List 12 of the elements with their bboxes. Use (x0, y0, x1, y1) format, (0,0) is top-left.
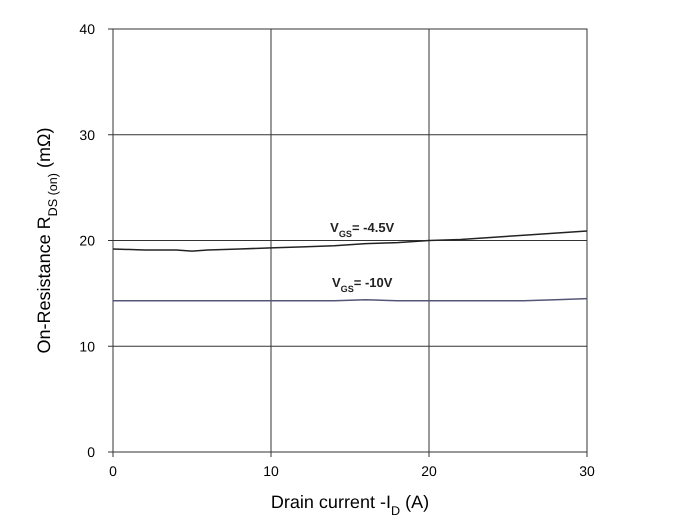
x-tick-label: 20 (421, 463, 437, 479)
y-tick-label: 0 (87, 444, 96, 460)
x-tick-label: 10 (263, 463, 279, 479)
x-tick-label: 0 (109, 463, 118, 479)
series-label: V$_{GS}$= -10V (332, 274, 393, 294)
y-tick-label: 40 (79, 21, 96, 37)
y-tick-label: 30 (79, 126, 96, 143)
x-tick-label: 30 (579, 463, 595, 479)
y-tick-label: 20 (79, 232, 96, 248)
y-tick-label: 10 (79, 338, 96, 354)
series-label: V$_{GS}$= -4.5V (330, 220, 395, 239)
x-axis-title: Drain current -I$_{D}$ (A) (270, 492, 430, 518)
